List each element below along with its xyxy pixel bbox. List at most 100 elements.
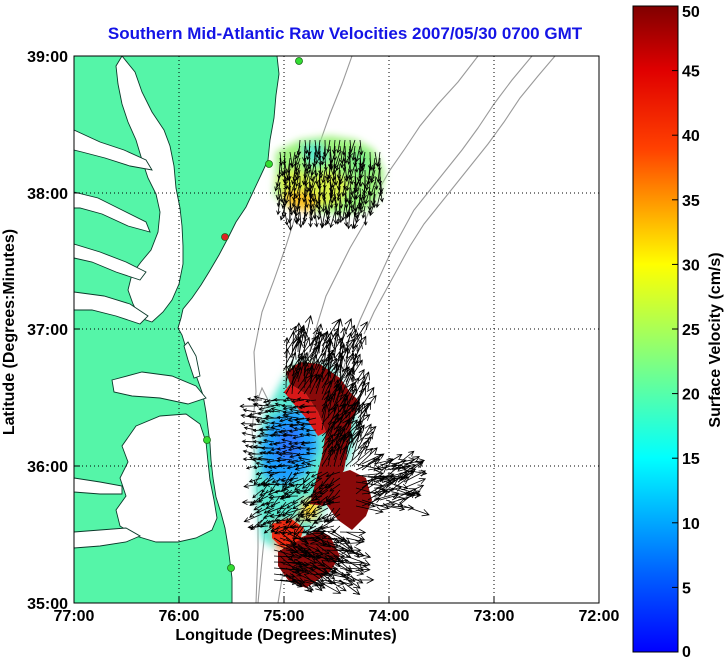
velocity-arrow [281,450,299,455]
velocity-arrow [309,345,320,371]
velocity-arrow [289,330,297,359]
velocity-arrow [253,402,269,407]
velocity-arrow [243,426,257,431]
colorbar-tick-label: 20 [682,387,700,404]
velocity-arrow [291,579,315,591]
radar-site-marker [265,160,273,168]
velocity-arrow [343,211,349,227]
velocity-arrow [355,145,361,163]
velocity-arrow [357,431,374,455]
radar-site-marker [227,564,235,572]
velocity-arrow [273,578,300,586]
albemarle-sound [111,371,207,405]
velocity-arrow [305,410,317,414]
velocity-arrow [265,501,281,509]
velocity-arrow [345,576,375,584]
velocity-arrow [303,373,318,395]
colorbar-gradient [632,5,679,653]
gulf-stream-edge [284,384,326,436]
velocity-arrow [241,431,257,437]
velocity-arrow [287,447,299,452]
velocity-arrow [321,151,326,166]
velocity-arrow [303,528,327,535]
colorbar-tick-label: 50 [682,4,700,21]
velocity-arrow [351,359,363,377]
velocity-arrow [327,573,351,581]
velocity-arrow [270,407,287,413]
velocity-arrow [247,524,269,530]
velocity-arrow [253,471,263,486]
velocity-arrow [294,465,311,471]
velocity-arrow [274,489,287,494]
velocity-arrow [247,414,263,419]
velocity-arrow [253,395,269,401]
velocity-arrow [309,193,314,209]
velocity-arrow [296,452,311,457]
velocity-arrow [316,471,329,479]
velocity-arrow [286,501,299,509]
gulf-stream-core-east [326,470,372,530]
velocity-arrow [285,396,299,401]
velocity-arrow [311,495,323,502]
velocity-arrow [294,181,301,199]
velocity-arrow [326,169,331,184]
velocity-arrow [309,328,320,353]
velocity-arrow [324,211,331,226]
velocity-arrow [339,579,361,596]
velocity-arrow [315,528,337,535]
velocity-arrow [318,477,329,491]
velocity-arrow [301,477,317,489]
x-tick-label: 72:00 [579,608,620,625]
velocity-arrow [293,427,305,431]
velocity-arrow [276,415,287,420]
velocity-arrow [266,507,281,514]
velocity-arrow [300,507,311,514]
colorbar-tick-label: 40 [682,128,700,145]
velocity-arrow [276,456,293,462]
colorbar-label: Surface Velocity (cm/s) [707,252,724,427]
velocity-arrow [310,175,316,189]
velocity-arrow [330,175,336,189]
velocity-arrow [303,573,323,592]
velocity-arrow [369,199,376,217]
velocity-arrow [327,393,347,413]
velocity-arrow [286,459,299,464]
velocity-arrow [327,557,349,564]
x-tick-label: 77:00 [54,608,95,625]
velocity-arrow [297,374,313,395]
velocity-arrow [276,447,287,451]
velocity-arrow [261,451,275,455]
velocity-arrow [294,145,301,160]
velocity-arrow [403,478,427,489]
velocity-arrow [263,438,275,443]
velocity-arrow [269,513,287,519]
colorbar-tick-label: 10 [682,516,700,533]
velocity-arrow [297,446,310,450]
velocity-arrow [291,366,302,389]
velocity-arrow [341,181,346,198]
velocity-arrow [291,495,305,504]
york-river [74,243,147,281]
velocity-arrow [327,579,347,592]
velocity-arrow [252,489,263,499]
velocity-arrow [349,169,354,186]
velocity-arrow [277,423,293,428]
velocity-arrow [359,199,366,214]
velocity-arrow [357,386,375,413]
velocity-arrow [341,205,346,222]
velocity-arrow [339,444,348,467]
velocity-arrow [351,447,374,467]
x-tick-label: 73:00 [474,608,515,625]
velocity-arrow [353,211,361,230]
velocity-arrow [303,543,321,552]
velocity-arrow [286,465,299,470]
radar-site-marker [221,233,229,241]
velocity-arrow [329,157,334,171]
velocity-arrow [363,211,368,226]
velocity-arrow [278,417,293,423]
velocity-arrow [241,499,263,505]
velocity-arrow [265,402,281,408]
velocity-arrow [333,411,352,431]
velocity-arrow [257,456,275,461]
velocity-arrow [277,463,293,468]
